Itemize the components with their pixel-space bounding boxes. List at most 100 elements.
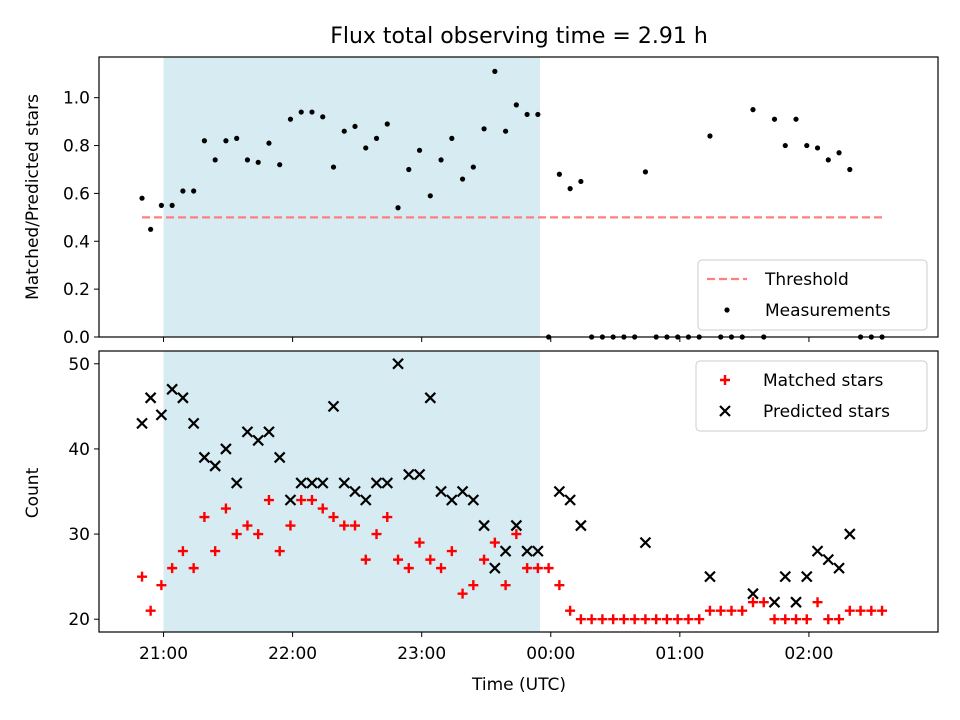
data-point: [683, 614, 694, 625]
data-point: [811, 545, 824, 557]
data-point: [468, 580, 479, 591]
data-point: [156, 580, 167, 591]
data-point: [284, 494, 297, 506]
data-point: [707, 133, 713, 139]
data-point: [382, 512, 393, 523]
data-point: [414, 537, 425, 548]
x-tick-label: 00:00: [526, 644, 575, 664]
data-point: [479, 554, 490, 565]
data-point: [618, 614, 629, 625]
data-point: [715, 605, 726, 616]
data-point: [457, 588, 468, 599]
x-axis-label: Time (UTC): [471, 675, 566, 695]
data-point: [737, 605, 748, 616]
y-tick-label: 20: [68, 610, 90, 630]
data-point: [758, 597, 769, 608]
data-point: [553, 485, 566, 498]
series-measurements: [139, 68, 885, 340]
y-tick-label: 0.0: [63, 328, 90, 348]
data-point: [296, 495, 307, 506]
data-point: [220, 503, 231, 514]
series-predicted-stars: [136, 357, 856, 608]
data-point: [234, 135, 240, 141]
data-point: [287, 116, 294, 122]
data-point: [578, 178, 584, 185]
data-point: [499, 545, 512, 557]
data-point: [241, 426, 254, 438]
data-point: [395, 205, 401, 211]
data-point: [833, 562, 845, 574]
y-tick-label: 0.4: [63, 232, 90, 252]
plot-frame: [98, 56, 939, 338]
data-point: [814, 145, 821, 151]
observing-window-band: [163, 57, 541, 337]
data-point: [370, 477, 383, 489]
data-point: [295, 477, 307, 489]
data-point: [427, 193, 433, 199]
x-tick-label: 02:00: [784, 644, 833, 664]
data-point: [510, 519, 523, 532]
data-point: [252, 434, 264, 447]
data-point: [424, 392, 437, 404]
top-y-axis-label: Matched/Predicted stars: [23, 94, 43, 300]
series-matched-stars: [137, 495, 888, 625]
data-point: [782, 142, 788, 149]
legend-box: [697, 259, 928, 331]
data-point: [210, 546, 221, 557]
x-tick-label: 22:00: [268, 644, 317, 664]
data-point: [567, 186, 573, 192]
data-point: [277, 162, 283, 168]
data-point: [608, 614, 619, 625]
chart-title: Flux total observing time = 2.91 h: [330, 24, 708, 49]
data-point: [822, 553, 835, 566]
data-point: [844, 605, 855, 616]
data-point: [575, 614, 586, 625]
legend-label: Matched stars: [763, 371, 883, 391]
legend-box: [695, 360, 928, 432]
data-point: [502, 128, 509, 134]
data-point: [327, 400, 340, 413]
observing-window-band: [163, 351, 541, 632]
data-point: [877, 605, 888, 616]
data-point: [167, 563, 178, 574]
data-point: [223, 138, 229, 144]
data-point: [726, 605, 737, 616]
data-point: [866, 605, 877, 616]
data-point: [793, 116, 799, 122]
data-point: [187, 417, 200, 430]
bottom-y-axis-label: Count: [23, 467, 43, 518]
bottom-panel: 20 30 40 50 21:00 22:00 23:00 00:00 01:00 02:00 Ma…: [68, 350, 939, 664]
legend-label: Measurements: [765, 301, 891, 321]
data-point: [640, 614, 651, 625]
data-point: [371, 529, 382, 540]
legend-swatch: [719, 405, 731, 417]
data-point: [201, 138, 208, 144]
data-point: [363, 145, 369, 151]
data-point: [209, 460, 221, 472]
data-point: [565, 605, 576, 616]
data-point: [779, 570, 792, 583]
data-point: [532, 563, 543, 574]
data-point: [136, 417, 148, 430]
data-point: [169, 202, 175, 208]
data-point: [771, 116, 778, 122]
data-point: [535, 111, 541, 118]
data-point: [191, 188, 197, 194]
x-tick-label: 01:00: [655, 644, 704, 664]
data-point: [352, 123, 358, 130]
data-point: [384, 121, 390, 127]
data-point: [489, 562, 501, 574]
data-point: [220, 443, 232, 455]
data-point: [597, 614, 608, 625]
data-point: [855, 605, 866, 616]
data-point: [416, 147, 423, 153]
data-point: [328, 512, 339, 523]
data-point: [317, 503, 328, 514]
y-tick-label: 0.6: [63, 184, 90, 204]
data-point: [212, 157, 218, 163]
data-point: [320, 114, 326, 120]
data-point: [522, 563, 533, 574]
data-point: [629, 614, 640, 625]
data-point: [790, 596, 802, 608]
data-point: [804, 142, 810, 149]
